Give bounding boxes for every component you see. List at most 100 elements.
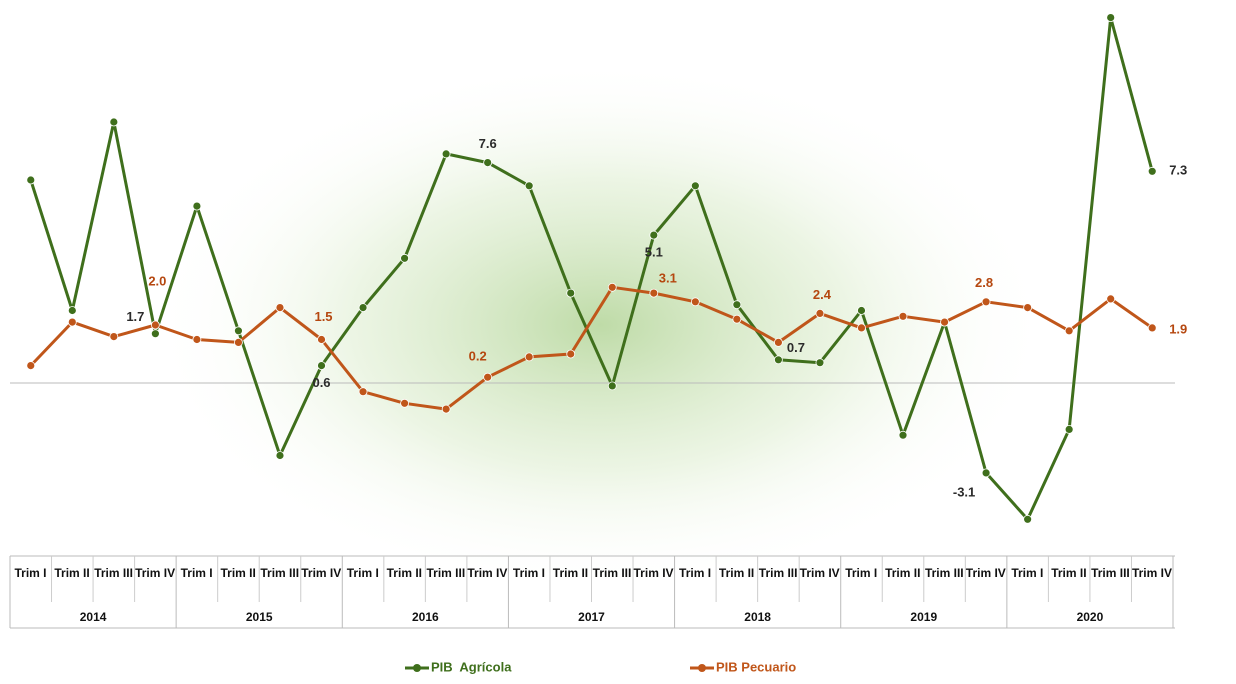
point [815,358,825,368]
point [898,430,908,440]
point [857,306,866,315]
point [109,117,119,127]
point [1106,294,1116,304]
point [109,332,119,342]
point [857,323,866,333]
year-label: 2015 [245,610,273,624]
x-tick-label: Trim II [885,566,921,580]
year-label: 2014 [79,610,107,624]
data-label: 3.1 [659,271,677,286]
background-glow [150,60,1050,590]
point [234,326,243,336]
point [566,288,576,298]
x-tick-label: Trim I [845,566,878,580]
point [483,372,493,382]
data-label: 0.7 [787,340,805,355]
point [732,314,742,324]
year-label: 2017 [578,610,605,624]
x-tick-label: Trim IV [965,566,1006,580]
x-tick-label: Trim I [14,566,47,580]
point [400,253,409,263]
point [1147,323,1157,333]
data-label: 1.5 [314,309,332,324]
point [815,308,825,318]
x-tick-label: Trim II [1051,566,1087,580]
point [400,398,409,408]
x-tick-label: Trim IV [467,566,508,580]
point [317,335,326,344]
point [26,175,36,185]
point [1147,166,1157,176]
legend-marker [698,664,706,672]
point [441,149,451,159]
x-tick-label: Trim III [758,566,798,580]
x-tick-label: Trim I [512,566,545,580]
point [1023,514,1033,524]
point [940,317,949,327]
x-tick-label: Trim III [924,566,964,580]
point [275,451,285,460]
year-label: 2019 [910,610,938,624]
point [441,404,451,414]
point [1064,326,1074,336]
point [67,306,77,315]
legend-label: PIB Pecuario [716,659,796,674]
data-label: 2.4 [813,287,832,302]
point [649,230,659,240]
series-line [29,285,1154,411]
data-label: 0.2 [469,349,487,364]
x-tick-label: Trim IV [135,566,176,580]
x-tick-label: Trim II [386,566,422,580]
point [1064,424,1074,434]
year-label: 2020 [1076,610,1104,624]
point [774,337,783,347]
x-tick-label: Trim IV [799,566,840,580]
point [358,303,368,313]
year-label: 2018 [744,610,771,624]
point [690,181,700,191]
point [234,337,243,347]
data-label: 1.9 [1169,321,1187,336]
point [1023,303,1033,313]
point [898,311,908,321]
x-tick-label: Trim III [1091,566,1130,580]
x-tick-label: Trim III [426,566,466,580]
x-tick-label: Trim III [94,566,133,580]
point [524,352,534,362]
x-tick-label: Trim I [180,566,213,580]
legend-marker [413,664,421,672]
x-tick-label: Trim III [260,566,300,580]
x-tick-label: Trim IV [633,566,674,580]
point [483,158,493,168]
series-line [29,16,1154,521]
x-tick-label: Trim II [718,566,755,580]
point [317,361,326,371]
point [981,468,991,478]
x-tick-label: Trim II [220,566,256,580]
data-label: 0.6 [312,375,330,390]
point [566,349,576,359]
point [150,320,160,330]
data-label: 2.0 [148,273,166,288]
x-tick-label: Trim IV [1131,566,1172,580]
data-label: -3.1 [953,484,975,499]
year-label: 2016 [412,610,439,624]
point [1106,13,1116,23]
point [275,303,285,313]
data-label: 2.8 [975,275,993,290]
data-label: 7.3 [1169,163,1187,178]
x-tick-label: Trim III [592,566,632,580]
point [150,329,160,339]
point [26,361,36,371]
x-tick-label: Trim II [54,566,90,580]
point [358,387,368,397]
x-tick-label: Trim IV [301,566,342,580]
point [649,288,659,298]
data-label: 7.6 [479,136,497,151]
point [981,297,991,307]
x-tick-label: Trim I [346,566,379,580]
legend-label: PIB Agrícola [431,659,512,674]
point [774,355,783,365]
x-tick-label: Trim I [1011,566,1044,580]
